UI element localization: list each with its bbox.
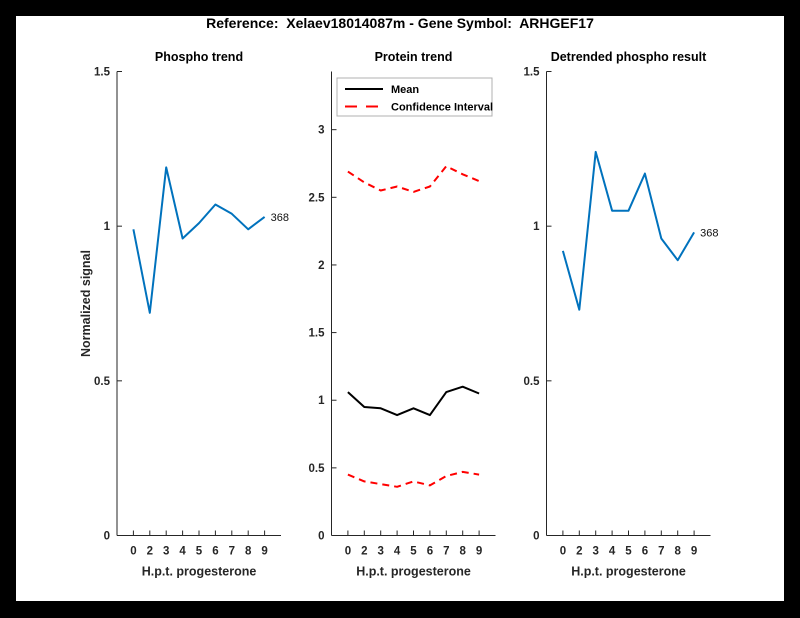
y-tick-label: 1.5 bbox=[94, 67, 111, 79]
x-tick-label: 9 bbox=[476, 546, 482, 558]
series-end-label: 368 bbox=[271, 212, 289, 224]
x-axis-label: H.p.t. progesterone bbox=[571, 565, 686, 579]
subplot-2: 00.511.522.530 2 3 4 5 6 7 8 9H.p.t. progesteron… bbox=[309, 50, 496, 579]
y-tick-label: 0.5 bbox=[94, 376, 111, 388]
x-tick-label: 6 bbox=[427, 546, 433, 558]
subplot-title: Protein trend bbox=[375, 50, 453, 64]
x-tick-label: 8 bbox=[674, 546, 681, 558]
x-tick-label: 0 bbox=[130, 546, 136, 558]
x-tick-label: 5 bbox=[410, 546, 417, 558]
x-tick-label: 8 bbox=[245, 546, 252, 558]
x-tick-label: 2 bbox=[576, 546, 582, 558]
x-tick-label: 3 bbox=[377, 546, 383, 558]
x-tick-label: 8 bbox=[459, 546, 466, 558]
x-tick-label: 0 bbox=[560, 546, 566, 558]
x-tick-label: 4 bbox=[179, 546, 186, 558]
x-tick-label: 7 bbox=[229, 546, 235, 558]
x-tick-label: 3 bbox=[163, 546, 169, 558]
mean-line bbox=[347, 385, 480, 417]
x-tick-label: 4 bbox=[609, 546, 616, 558]
x-tick-label: 4 bbox=[394, 546, 401, 558]
x-tick-label: 2 bbox=[147, 546, 153, 558]
x-axis-label: H.p.t. progesterone bbox=[356, 565, 471, 579]
x-tick-label: 5 bbox=[196, 546, 203, 558]
y-tick-label: 0.5 bbox=[524, 376, 541, 388]
legend: Mean Confidence Interval bbox=[336, 77, 493, 117]
x-tick-label: 2 bbox=[361, 546, 367, 558]
subplot-3: 00.511.50 2 3 4 5 6 7 8 9H.p.t. progesteroneDetr… bbox=[524, 50, 719, 579]
phospho-signal-line bbox=[132, 166, 266, 314]
y-tick-label: 1 bbox=[318, 395, 325, 407]
y-tick-label: 0 bbox=[318, 531, 324, 543]
legend-box bbox=[336, 77, 493, 117]
subplot-title: Detrended phospho result bbox=[551, 50, 707, 64]
confidence-interval-upper-line bbox=[347, 165, 480, 193]
confidence-interval-lower-line bbox=[347, 470, 480, 488]
subplot-title: Phospho trend bbox=[155, 50, 243, 64]
x-tick-label: 7 bbox=[658, 546, 664, 558]
y-tick-label: 2 bbox=[318, 260, 324, 272]
x-tick-label: 0 bbox=[345, 546, 351, 558]
y-tick-label: 1.5 bbox=[524, 67, 541, 79]
x-tick-label: 5 bbox=[625, 546, 632, 558]
x-tick-label: 3 bbox=[592, 546, 598, 558]
y-tick-label: 1 bbox=[533, 221, 540, 233]
y-tick-label: 1 bbox=[104, 221, 111, 233]
x-tick-label: 9 bbox=[261, 546, 267, 558]
figure-title: Reference: Xelaev18014087m - Gene Symbol… bbox=[206, 15, 594, 31]
detrended-phospho-line bbox=[561, 150, 695, 311]
y-tick-label: 0.5 bbox=[309, 463, 326, 475]
legend-label: Confidence Interval bbox=[391, 102, 493, 114]
y-tick-label: 1.5 bbox=[309, 328, 326, 340]
series-end-label: 368 bbox=[700, 227, 718, 239]
subplot-1: 00.511.50 2 3 4 5 6 7 8 9H.p.t. progesteroneNorm… bbox=[79, 50, 289, 579]
y-tick-label: 0 bbox=[104, 531, 110, 543]
x-tick-label: 6 bbox=[212, 546, 218, 558]
y-tick-label: 0 bbox=[533, 531, 539, 543]
x-tick-label: 6 bbox=[642, 546, 648, 558]
y-tick-label: 2.5 bbox=[309, 192, 326, 204]
y-tick-label: 3 bbox=[318, 125, 324, 137]
y-axis-label: Normalized signal bbox=[79, 250, 93, 357]
x-axis-label: H.p.t. progesterone bbox=[142, 565, 257, 579]
x-tick-label: 9 bbox=[691, 546, 697, 558]
legend-label: Mean bbox=[391, 84, 419, 96]
x-tick-label: 7 bbox=[443, 546, 449, 558]
